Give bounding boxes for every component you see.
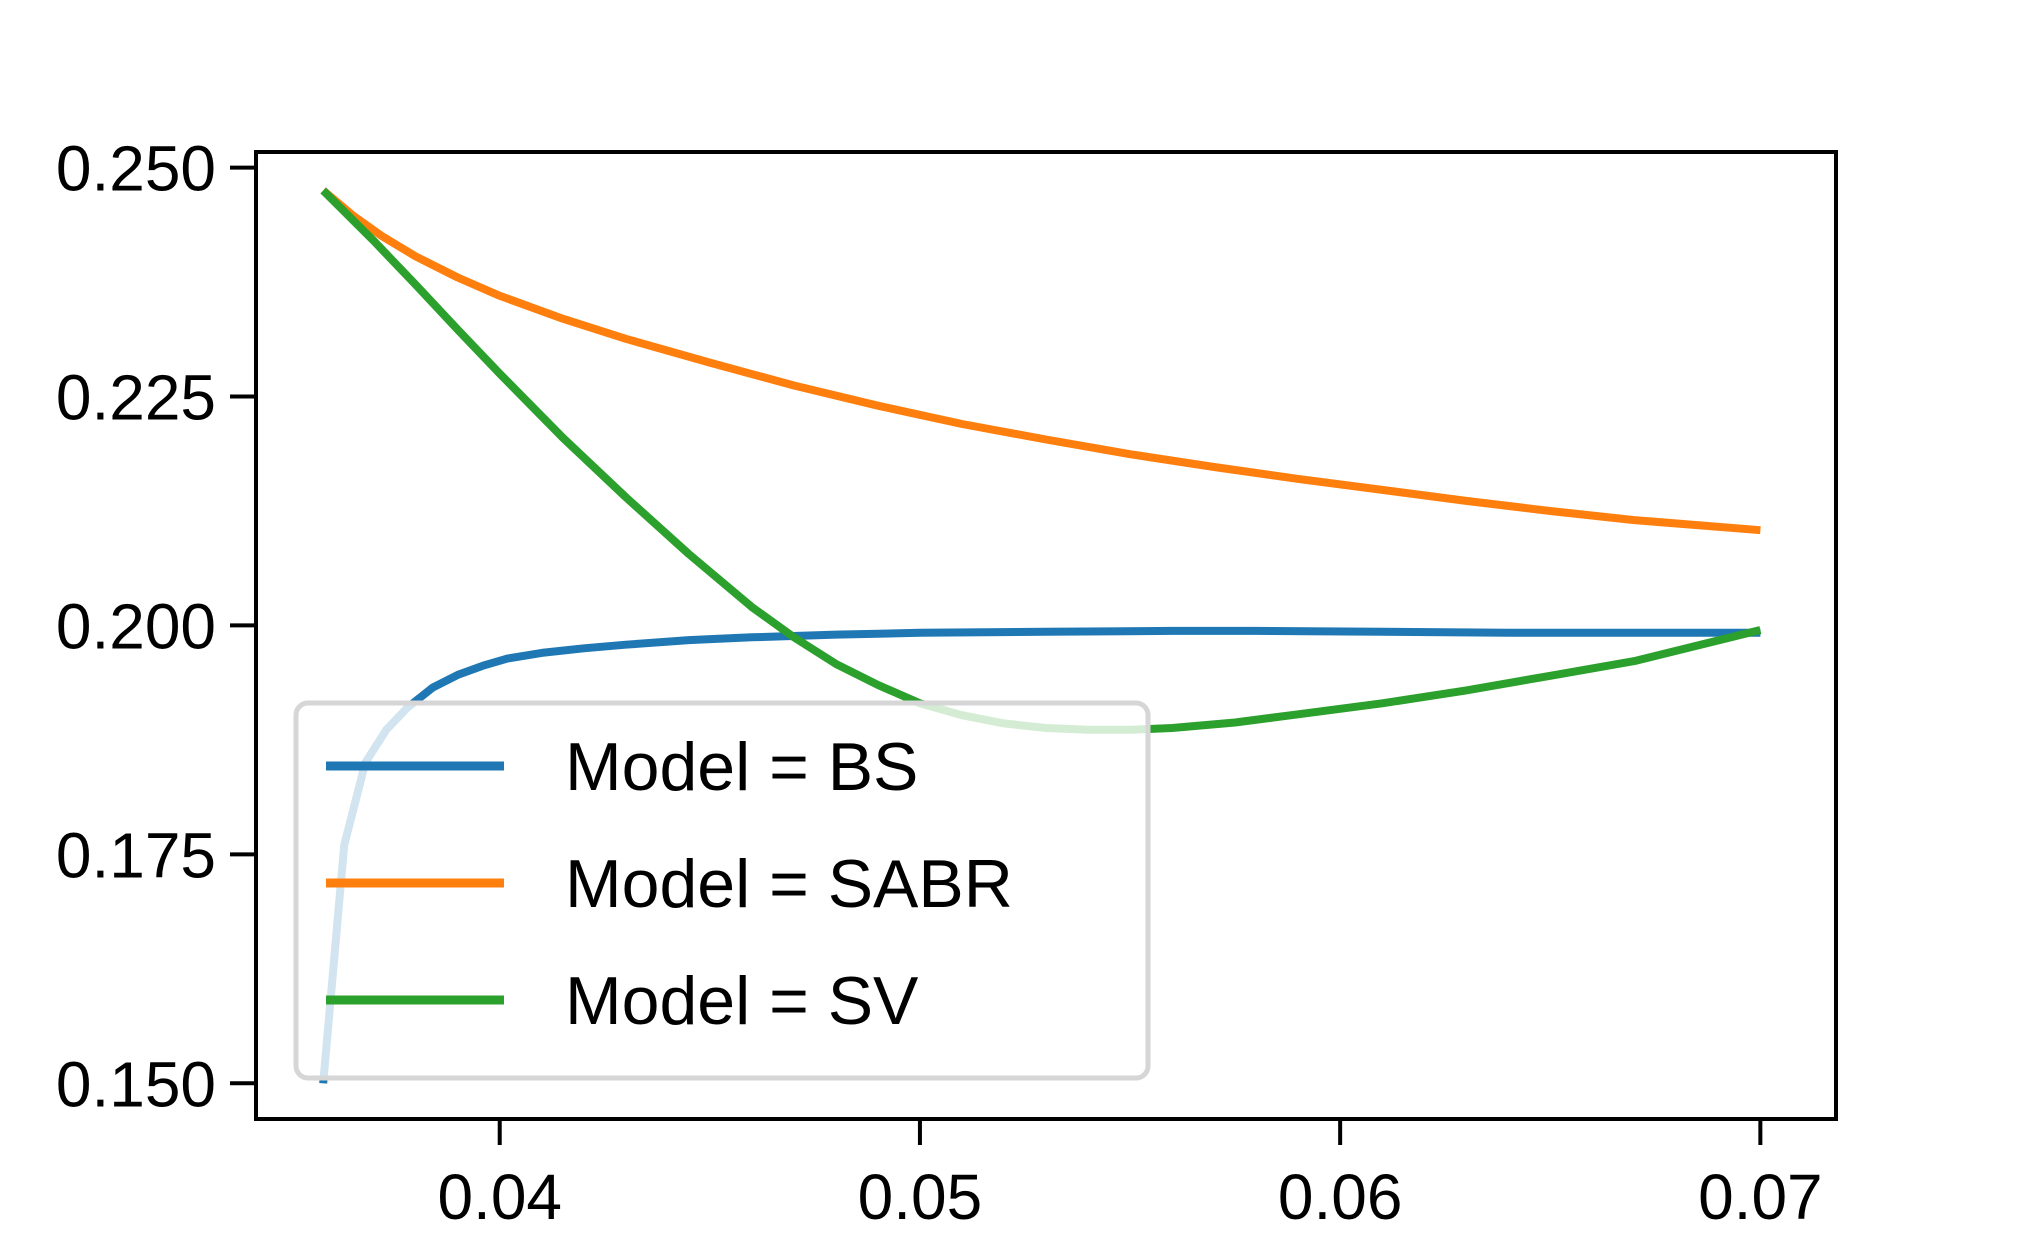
x-axis: 0.04 0.05 0.06 0.07 [437, 1119, 1823, 1233]
y-tick-label: 0.175 [56, 819, 216, 891]
y-tick-label: 0.200 [56, 590, 216, 662]
legend: Model = BS Model = SABR Model = SV [293, 700, 1151, 1081]
series-line-2 [320, 187, 1761, 535]
x-tick-label: 0.06 [1278, 1161, 1403, 1233]
x-tick-label: 0.05 [858, 1161, 983, 1233]
y-axis: 0.150 0.175 0.200 0.225 0.250 [56, 133, 256, 1120]
y-tick-label: 0.250 [56, 133, 216, 205]
legend-label: Model = SV [565, 963, 919, 1039]
y-tick-label: 0.225 [56, 361, 216, 433]
x-tick-label: 0.04 [437, 1161, 562, 1233]
legend-label: Model = BS [565, 729, 918, 805]
legend-box [293, 700, 1151, 1081]
x-tick-label: 0.07 [1698, 1161, 1823, 1233]
y-tick-label: 0.150 [56, 1048, 216, 1120]
legend-label: Model = SABR [565, 846, 1013, 922]
plot-frame [254, 150, 1838, 1121]
